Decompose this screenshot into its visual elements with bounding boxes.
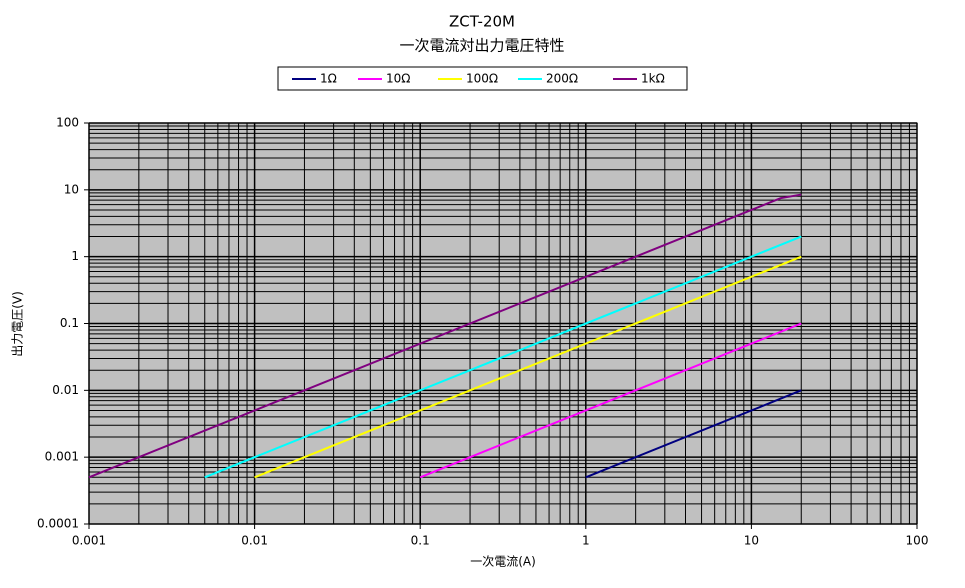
x-tick-label: 0.1: [411, 534, 430, 548]
series-line: [254, 255, 802, 479]
y-tick-label: 0.01: [52, 383, 79, 397]
plot-border: [88, 122, 918, 525]
y-tick-label: 0.001: [45, 450, 79, 464]
series-line: [419, 322, 802, 479]
legend-label: 100Ω: [466, 72, 498, 86]
y-axis-label: 出力電圧(V): [11, 291, 25, 357]
x-tick-label: 0.001: [72, 534, 106, 548]
y-tick-label: 10: [64, 182, 79, 196]
legend-label: 1Ω: [320, 72, 337, 86]
legend-label: 10Ω: [386, 72, 410, 86]
legend-label: 200Ω: [546, 72, 578, 86]
series-line: [204, 235, 802, 479]
x-tick-label: 0.01: [241, 534, 268, 548]
legend-box: [277, 66, 688, 91]
series-line: [585, 389, 802, 479]
x-tick-label: 10: [744, 534, 759, 548]
series-line: [88, 193, 802, 479]
chart-title: ZCT-20M: [449, 13, 515, 31]
legend-label: 1kΩ: [641, 72, 665, 86]
y-tick-label: 0.0001: [37, 517, 79, 531]
y-tick-label: 100: [56, 116, 79, 130]
x-axis-label: 一次電流(A): [470, 555, 536, 569]
x-tick-label: 100: [906, 534, 929, 548]
x-tick-label: 1: [582, 534, 590, 548]
y-tick-label: 0.1: [60, 316, 79, 330]
chart-subtitle: 一次電流対出力電圧特性: [399, 37, 564, 55]
y-tick-label: 1: [71, 249, 79, 263]
